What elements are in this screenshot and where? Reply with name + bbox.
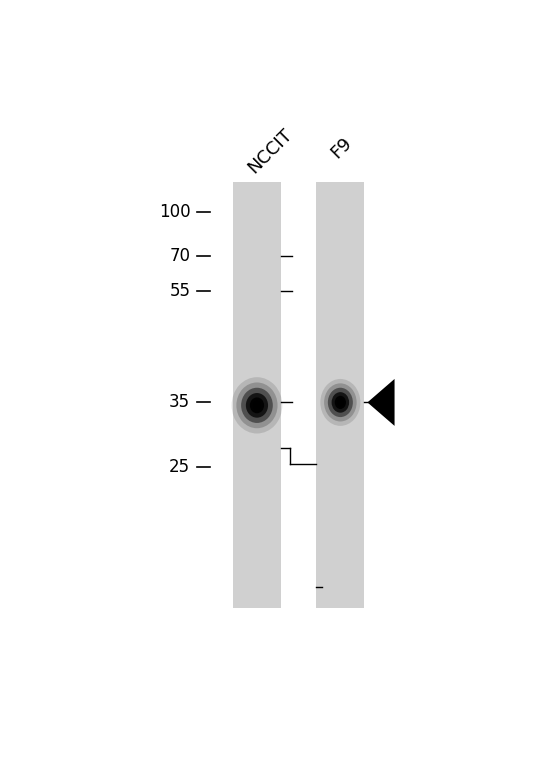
Ellipse shape bbox=[324, 383, 357, 421]
Text: NCCIT: NCCIT bbox=[244, 125, 296, 177]
Ellipse shape bbox=[253, 401, 261, 410]
Ellipse shape bbox=[236, 383, 278, 428]
Text: 70: 70 bbox=[169, 247, 190, 264]
Text: 100: 100 bbox=[159, 203, 190, 221]
Bar bbox=[233, 182, 281, 608]
Text: 25: 25 bbox=[169, 458, 190, 476]
Ellipse shape bbox=[320, 379, 360, 426]
Ellipse shape bbox=[241, 388, 273, 423]
Ellipse shape bbox=[331, 392, 349, 413]
Text: 55: 55 bbox=[169, 282, 190, 300]
Ellipse shape bbox=[250, 398, 264, 413]
Text: F9: F9 bbox=[328, 134, 356, 162]
Ellipse shape bbox=[328, 388, 353, 417]
Polygon shape bbox=[367, 379, 394, 426]
Bar bbox=[316, 182, 364, 608]
Ellipse shape bbox=[337, 399, 343, 406]
Text: 35: 35 bbox=[169, 393, 190, 411]
Ellipse shape bbox=[335, 395, 346, 409]
Ellipse shape bbox=[232, 377, 282, 434]
Ellipse shape bbox=[246, 393, 268, 418]
